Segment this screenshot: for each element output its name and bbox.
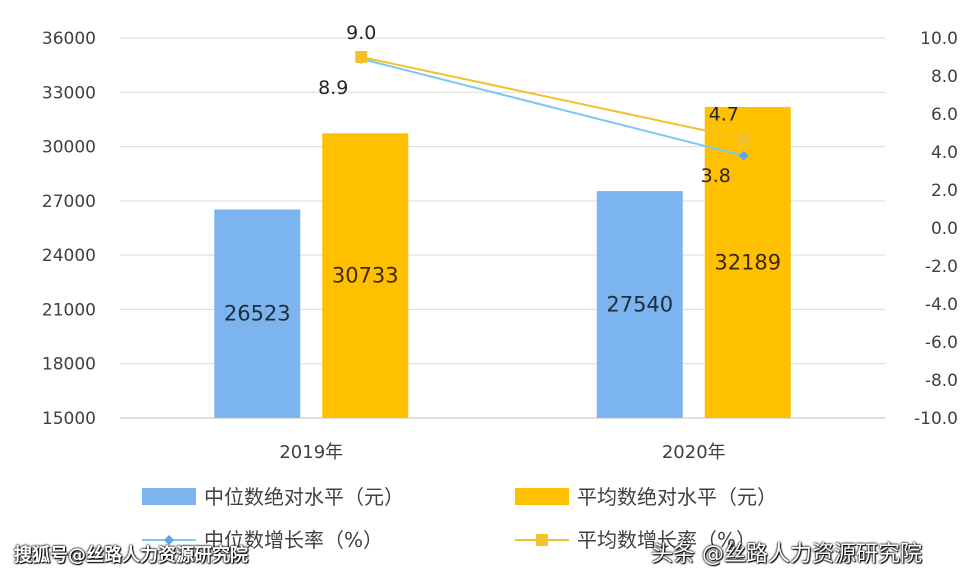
legend-marker xyxy=(164,535,174,545)
y-left-tick-label: 30000 xyxy=(42,138,96,158)
bar xyxy=(214,209,301,418)
line-data-label: 9.0 xyxy=(346,22,376,44)
watermark-left: 搜狐号@丝路人力资源研究院 xyxy=(14,545,248,566)
y-right-tick-label: -4.0 xyxy=(925,295,958,315)
y-left-tick-label: 18000 xyxy=(42,355,96,375)
y-right-tick-label: 6.0 xyxy=(931,105,958,125)
watermark-right: 头条 @丝路人力资源研究院 xyxy=(651,542,922,567)
x-tick-label: 2020年 xyxy=(662,442,726,463)
bar-data-label: 30733 xyxy=(332,264,399,288)
bar xyxy=(704,106,791,419)
bar xyxy=(596,191,683,418)
bar xyxy=(322,133,409,418)
legend-marker xyxy=(536,534,548,546)
line-data-label: 3.8 xyxy=(701,165,731,187)
series-line xyxy=(361,56,744,140)
legend-swatch xyxy=(142,488,196,505)
y-left-tick-label: 33000 xyxy=(42,83,96,103)
y-left-tick-label: 36000 xyxy=(42,29,96,49)
bar-data-label: 27540 xyxy=(606,293,673,317)
y-right-tick-label: -6.0 xyxy=(925,333,958,353)
line-data-label: 8.9 xyxy=(318,77,348,99)
y-right-tick-label: -8.0 xyxy=(925,371,958,391)
y-right-tick-label: 10.0 xyxy=(920,29,958,49)
x-tick-label: 2019年 xyxy=(279,442,343,463)
y-right-tick-label: 8.0 xyxy=(931,67,958,87)
legend-label: 中位数绝对水平（元） xyxy=(204,485,404,509)
series-line xyxy=(361,57,744,157)
y-left-tick-label: 21000 xyxy=(42,300,96,320)
line-data-label: 4.7 xyxy=(709,104,739,126)
legend-label: 中位数增长率（%） xyxy=(204,528,383,552)
line-marker xyxy=(738,150,749,161)
y-right-tick-label: -2.0 xyxy=(925,257,958,277)
line-marker xyxy=(355,51,368,63)
y-left-tick-label: 24000 xyxy=(42,246,96,266)
line-marker xyxy=(737,132,750,145)
y-right-tick-label: 4.0 xyxy=(931,143,958,163)
bar-data-label: 32189 xyxy=(714,250,781,274)
bar-data-label: 26523 xyxy=(224,302,291,326)
legend-label: 平均数绝对水平（元） xyxy=(577,485,777,509)
y-right-tick-label: 2.0 xyxy=(931,181,958,201)
y-right-tick-label: 0.0 xyxy=(931,219,958,239)
legend-swatch xyxy=(515,488,569,505)
y-left-tick-label: 27000 xyxy=(42,192,96,212)
legend-label: 平均数增长率（%） xyxy=(577,528,756,552)
y-left-tick-label: 15000 xyxy=(42,409,96,429)
y-right-tick-label: -10.0 xyxy=(914,409,958,429)
